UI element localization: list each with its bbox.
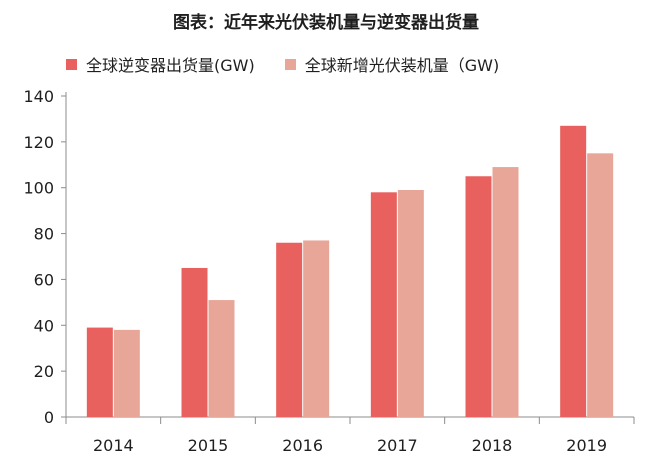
bar-inverter-2014 — [86, 327, 113, 417]
y-tick-label: 0 — [44, 408, 54, 427]
legend: 全球逆变器出货量(GW) 全球新增光伏装机量（GW) — [66, 52, 529, 76]
x-tick-label-2017: 2017 — [377, 436, 418, 455]
x-tick-label-2014: 2014 — [93, 436, 134, 455]
bar-inverter-2016 — [276, 242, 303, 417]
legend-swatch-pv-installs — [284, 58, 296, 70]
bar-inverter-2018 — [465, 176, 492, 417]
y-tick-label: 20 — [34, 362, 54, 381]
bar-inverter-2019 — [560, 125, 587, 418]
y-tick-label: 60 — [34, 270, 54, 289]
bar-inverter-2015 — [181, 267, 208, 417]
legend-label-inverter: 全球逆变器出货量(GW) — [86, 56, 255, 75]
y-tick-label: 120 — [23, 133, 54, 152]
legend-label-pv-installs: 全球新增光伏装机量（GW) — [304, 56, 500, 75]
x-tick-label-2018: 2018 — [472, 436, 513, 455]
legend-swatch-inverter — [66, 58, 77, 70]
y-tick-label: 100 — [23, 179, 54, 198]
legend-item-inverter: 全球逆变器出货量(GW) — [66, 52, 255, 76]
y-tick-label: 140 — [23, 87, 54, 106]
chart-title: 图表：近年来光伏装机量与逆变器出货量 — [173, 13, 479, 33]
bar-pv-installs-2018 — [492, 167, 519, 417]
bar-pv-installs-2014 — [113, 329, 140, 417]
y-tick-label: 80 — [34, 225, 54, 244]
x-tick-label-2016: 2016 — [282, 436, 323, 455]
bar-pv-installs-2015 — [208, 300, 235, 417]
bar-pv-installs-2017 — [397, 190, 424, 417]
bar-inverter-2017 — [370, 192, 397, 417]
x-tick-label-2019: 2019 — [566, 436, 607, 455]
legend-item-pv-installs: 全球新增光伏装机量（GW) — [284, 52, 500, 76]
bar-pv-installs-2016 — [303, 240, 330, 417]
y-tick-label: 40 — [34, 316, 54, 335]
x-tick-label-2015: 2015 — [188, 436, 229, 455]
bar-pv-installs-2019 — [587, 153, 614, 418]
